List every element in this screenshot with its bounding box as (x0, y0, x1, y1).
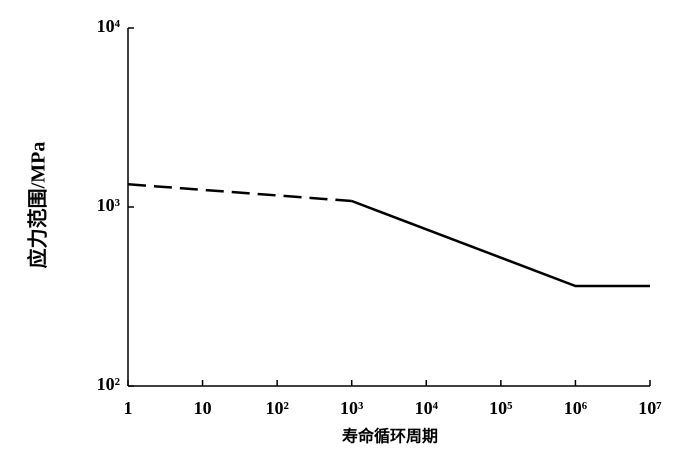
y-tick-label: 10⁴ (97, 16, 121, 36)
x-tick-label: 10 (194, 398, 212, 418)
y-axis-label: 应力范围/MPa (26, 142, 50, 269)
y-tick-label: 10² (97, 374, 120, 394)
x-tick-label: 10² (265, 398, 288, 418)
x-tick-label: 10⁶ (564, 398, 588, 418)
x-tick-label: 1 (124, 398, 133, 418)
x-tick-label: 10⁵ (489, 398, 513, 418)
line (127, 183, 352, 203)
x-tick-label: 10³ (340, 398, 364, 418)
x-axis-label: 寿命循环周期 (342, 427, 438, 446)
x-tick-label: 10⁴ (415, 398, 439, 418)
x-tick-label: 10⁷ (638, 398, 662, 418)
line (351, 199, 650, 288)
y-tick-label: 10³ (97, 195, 121, 215)
